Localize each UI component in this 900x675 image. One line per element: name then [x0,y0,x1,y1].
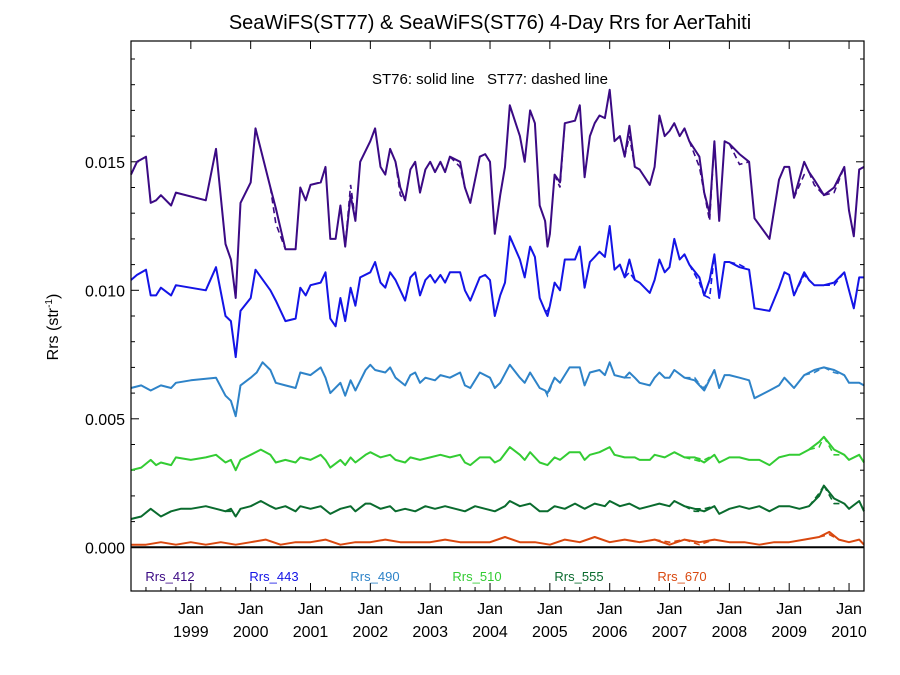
x-tick-month-2004: Jan [477,601,503,618]
series-dashed-rrs-490-2 [684,376,705,391]
x-tick-month-2010: Jan [836,601,862,618]
x-tick-month-2006: Jan [597,601,623,618]
series-dashed-rrs-555-4 [823,485,845,505]
x-tick-year-2000: 2000 [233,624,269,641]
series-dashed-rrs-510-2 [808,436,825,451]
series-dashed-rrs-510-0 [684,456,705,464]
x-tick-year-2003: 2003 [412,624,448,641]
series-dashed-rrs-555-2 [694,505,715,510]
series-dashed-rrs-555-3 [808,485,825,507]
series-line-rrs-490 [130,361,865,418]
series-dashed-rrs-670-1 [684,538,715,546]
x-tick-month-1999: Jan [178,601,204,618]
legend-label-rrs-555: Rrs_555 [554,569,603,584]
x-tick-year-2008: 2008 [712,624,748,641]
series-dashed-rrs-670-0 [654,538,685,544]
y-tick-label-0.015: 0.015 [85,155,125,172]
legend-label-rrs-670: Rrs_670 [657,569,706,584]
x-tick-year-2001: 2001 [293,624,329,641]
x-tick-month-2005: Jan [537,601,563,618]
series-line-rrs-555 [130,484,865,520]
x-tick-year-2009: 2009 [771,624,807,641]
series-dashed-rrs-412-5 [553,123,566,188]
x-tick-year-2005: 2005 [532,624,568,641]
series-dashed-rrs-443-6 [823,271,845,286]
legend-label-rrs-412: Rrs_412 [145,569,194,584]
series-dashed-rrs-510-3 [823,436,845,456]
legend-label-rrs-443: Rrs_443 [249,569,298,584]
series-dashed-rrs-412-12 [823,166,846,196]
series-dashed-rrs-443-4 [729,261,750,271]
series-dashed-rrs-443-3 [703,254,716,300]
series-dashed-rrs-490-4 [804,366,825,376]
y-axis-label-text: Rrs (str [45,307,62,360]
x-tick-month-2007: Jan [657,601,683,618]
series-dashed-rrs-412-6 [623,135,636,168]
series-dashed-rrs-670-2 [818,533,840,541]
series-dashed-rrs-490-5 [823,366,845,376]
y-axis-label: Rrs (str-1) [44,294,62,361]
series-dashed-rrs-510-1 [694,454,715,461]
plot-area: 0.000 0.005 0.010 0.015 Jan 1999 Jan 2000 Jan 200… [85,41,867,641]
y-tick-label-0.005: 0.005 [85,412,125,429]
x-tick-month-2003: Jan [417,601,443,618]
legend-label-rrs-490: Rrs_490 [350,569,399,584]
series-dashed-rrs-412-0 [269,187,287,250]
series-dashed-rrs-443-2 [688,264,705,296]
x-tick-month-2008: Jan [716,601,742,618]
line-style-note: ST76: solid line ST77: dashed line [372,71,608,88]
series-dashed-rrs-555-0 [225,510,237,518]
series-dashed-rrs-412-11 [808,171,825,196]
series-dashed-rrs-412-3 [449,156,466,188]
legend-label-rrs-510: Rrs_510 [452,569,501,584]
series-dashed-rrs-412-10 [793,171,810,199]
series-dashed-rrs-443-1 [624,271,636,281]
series-dashed-rrs-412-2 [394,161,406,201]
series-dashed-rrs-412-8 [703,141,716,222]
x-tick-month-2001: Jan [298,601,324,618]
x-tick-year-1999: 1999 [173,624,209,641]
y-axis-label-close: ) [45,294,62,299]
series-dashed-rrs-555-1 [684,505,705,513]
x-tick-year-2007: 2007 [652,624,688,641]
y-tick-label-0.010: 0.010 [85,283,125,300]
series-dashed-rrs-490-0 [544,377,556,398]
y-tick-label-0.000: 0.000 [85,540,125,557]
series-dashed-rrs-412-7 [688,140,705,193]
series-line-rrs-443 [130,225,864,359]
x-tick-month-2000: Jan [238,601,264,618]
series-line-rrs-510 [130,435,865,472]
series-dashed-rrs-412-1 [344,184,357,247]
series-dashed-rrs-490-3 [694,369,716,390]
x-tick-month-2002: Jan [357,601,383,618]
y-axis-label-sup: -1 [44,299,55,308]
series-dashed-rrs-412-9 [728,143,750,166]
series-line-rrs-412 [130,88,865,299]
chart-title: SeaWiFS(ST77) & SeaWiFS(ST76) 4-Day Rrs … [229,12,751,34]
series-line-rrs-670 [131,530,865,546]
series-dashed-rrs-443-5 [793,273,810,296]
plot-frame [130,40,865,592]
x-tick-year-2006: 2006 [592,624,628,641]
x-tick-year-2010: 2010 [831,624,867,641]
x-tick-month-2009: Jan [776,601,802,618]
x-tick-year-2002: 2002 [353,624,389,641]
series-dashed-rrs-412-4 [544,220,551,245]
series-dashed-rrs-443-0 [545,305,551,312]
x-tick-year-2004: 2004 [472,624,508,641]
